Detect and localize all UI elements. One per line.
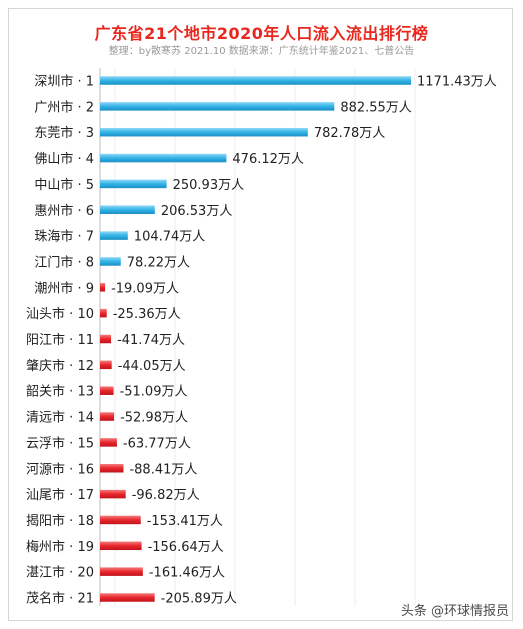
category-label-6: 惠州市 · 6 — [34, 203, 94, 219]
category-label-3: 东莞市 · 3 — [34, 125, 94, 141]
bar-8 — [100, 257, 121, 266]
bar-11 — [100, 334, 112, 344]
value-label-10: -25.36万人 — [113, 307, 181, 322]
value-label-3: 782.78万人 — [314, 126, 386, 141]
value-label-5: 250.93万人 — [173, 178, 245, 193]
value-label-11: -41.74万人 — [117, 333, 185, 348]
category-label-17: 汕尾市 · 17 — [26, 487, 94, 503]
bar-7 — [100, 231, 128, 240]
bar-19 — [100, 541, 142, 551]
value-label-21: -205.89万人 — [161, 592, 237, 607]
category-label-21: 茂名市 · 21 — [26, 591, 94, 607]
bar-2 — [100, 102, 335, 111]
value-label-19: -156.64万人 — [148, 540, 224, 555]
category-label-10: 汕头市 · 10 — [26, 306, 94, 322]
chart-subtitle: 整理：by散寒苏 2021.10 数据来源：广东统计年鉴2021、七普公告 — [108, 46, 415, 57]
bar-12 — [100, 360, 112, 370]
bar-21 — [100, 593, 155, 602]
bar-10 — [100, 308, 107, 318]
bar-9 — [100, 283, 106, 292]
value-label-1: 1171.43万人 — [417, 75, 497, 90]
bar-6 — [100, 205, 155, 214]
category-label-15: 云浮市 · 15 — [26, 435, 94, 451]
bar-16 — [100, 464, 124, 473]
bar-13 — [100, 386, 114, 395]
bar-3 — [100, 127, 308, 137]
value-label-2: 882.55万人 — [340, 100, 412, 115]
value-label-7: 104.74万人 — [134, 230, 206, 245]
category-label-2: 广州市 · 2 — [34, 99, 94, 115]
category-label-19: 梅州市 · 19 — [26, 539, 94, 555]
bars — [100, 76, 412, 602]
category-label-18: 揭阳市 · 18 — [26, 513, 94, 529]
bar-14 — [100, 412, 115, 421]
value-label-14: -52.98万人 — [120, 411, 188, 426]
value-label-12: -44.05万人 — [118, 359, 186, 374]
value-label-16: -88.41万人 — [129, 462, 197, 477]
category-label-8: 江门市 · 8 — [34, 254, 94, 270]
category-label-13: 韶关市 · 13 — [26, 384, 94, 400]
category-label-5: 中山市 · 5 — [34, 177, 94, 193]
bar-4 — [100, 153, 227, 163]
value-label-13: -51.09万人 — [120, 385, 188, 400]
chart-title: 广东省21个地市2020年人口流入流出排行榜 — [94, 24, 429, 43]
bar-17 — [100, 489, 126, 499]
category-label-12: 肇庆市 · 12 — [26, 358, 94, 374]
watermark: 头条 @环球情报员 — [400, 604, 509, 619]
value-label-18: -153.41万人 — [147, 514, 223, 529]
value-label-15: -63.77万人 — [123, 436, 191, 451]
value-label-8: 78.22万人 — [127, 255, 190, 270]
category-label-20: 湛江市 · 20 — [26, 565, 94, 581]
value-label-9: -19.09万人 — [111, 281, 179, 296]
bar-5 — [100, 179, 167, 189]
value-label-20: -161.46万人 — [149, 566, 225, 581]
category-label-11: 阳江市 · 11 — [26, 332, 94, 348]
category-label-16: 河源市 · 16 — [26, 461, 94, 477]
bar-18 — [100, 515, 141, 525]
value-label-17: -96.82万人 — [132, 488, 200, 503]
bar-15 — [100, 438, 117, 447]
category-label-9: 潮州市 · 9 — [34, 280, 94, 296]
value-label-4: 476.12万人 — [232, 152, 303, 167]
category-label-1: 深圳市 · 1 — [34, 74, 94, 90]
chart-frame — [8, 8, 513, 621]
category-label-7: 珠海市 · 7 — [34, 229, 94, 245]
bar-20 — [100, 567, 143, 576]
category-label-14: 清远市 · 14 — [26, 410, 94, 426]
bar-1 — [100, 76, 412, 85]
category-label-4: 佛山市 · 4 — [34, 151, 94, 167]
value-label-6: 206.53万人 — [161, 204, 233, 219]
